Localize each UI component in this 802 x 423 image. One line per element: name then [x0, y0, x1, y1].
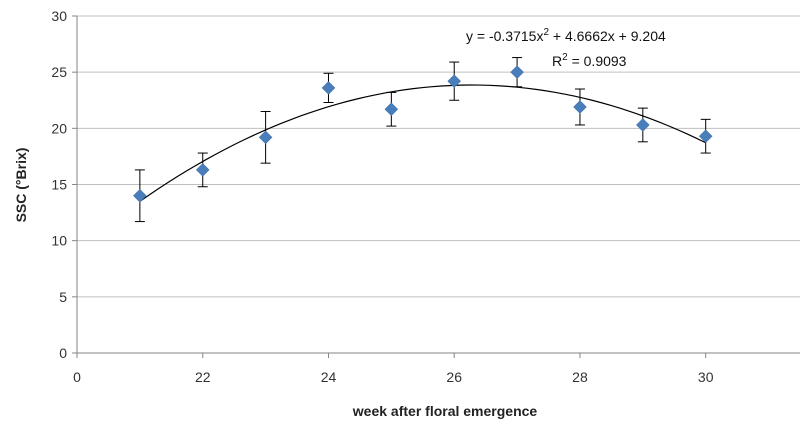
y-tick-label: 30: [51, 8, 67, 24]
x-tick-label: 22: [195, 369, 211, 385]
data-point-3: [258, 130, 273, 145]
x-tick-label: 30: [698, 369, 714, 385]
data-points: [133, 65, 713, 203]
trendline-layer: [139, 84, 706, 202]
error-bars: [134, 57, 711, 223]
y-tick-label: 15: [51, 177, 67, 193]
r-squared-value: R2 = 0.9093: [552, 52, 627, 69]
y-tick-label: 5: [59, 289, 67, 305]
data-point-9: [635, 118, 650, 132]
data-point-2: [195, 163, 210, 177]
gridlines: [77, 15, 800, 298]
x-tick-label: 26: [446, 369, 462, 385]
data-point-4: [321, 81, 336, 95]
y-tick-label: 0: [59, 345, 67, 361]
data-point-10: [698, 129, 713, 144]
trendline: [139, 84, 706, 202]
y-tick-label: 25: [51, 64, 67, 80]
tick-labels: 0 5 10 15 20 25 30 0 22 24 26 28 30: [51, 8, 713, 385]
y-tick-label: 10: [51, 233, 67, 249]
y-tick-label: 20: [51, 120, 67, 136]
x-tick-label: 28: [572, 369, 588, 385]
x-tick-label: 24: [321, 369, 337, 385]
data-point-8: [573, 100, 587, 114]
data-point-1: [133, 188, 147, 203]
y-axis-title: SSC (°Brix): [13, 148, 29, 223]
x-tick-label: 0: [73, 369, 81, 385]
trendline-equation: y = -0.3715x2 + 4.6662x + 9.204: [466, 27, 666, 44]
data-point-5: [384, 102, 399, 117]
axes: [72, 15, 800, 358]
data-point-7: [510, 65, 524, 80]
x-axis-title: week after floral emergence: [352, 403, 538, 419]
data-point-6: [447, 74, 462, 89]
